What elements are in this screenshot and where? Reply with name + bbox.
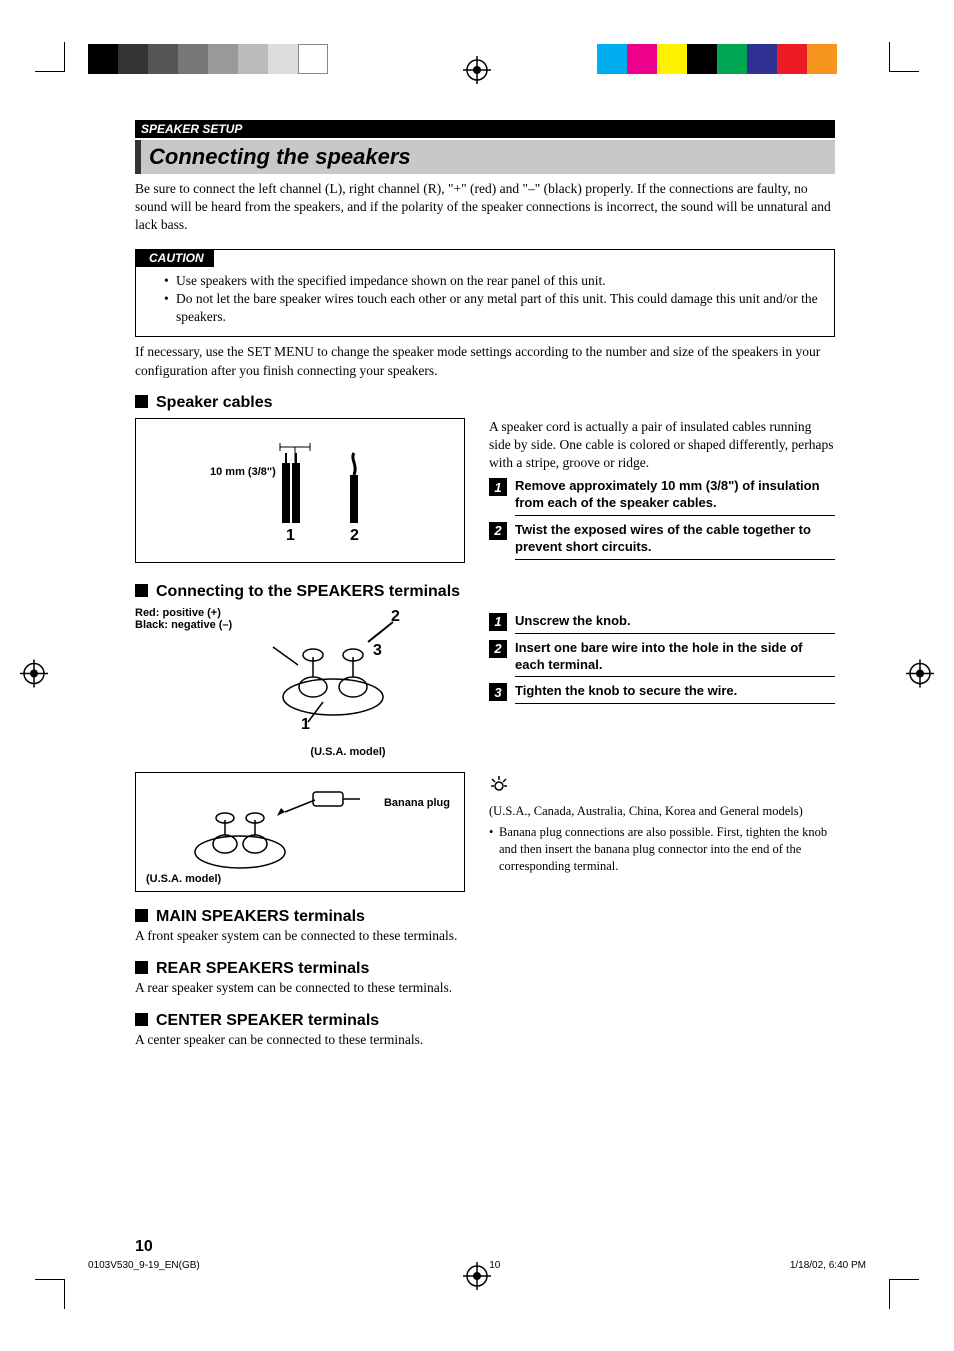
swatch xyxy=(777,44,807,74)
svg-text:2: 2 xyxy=(350,527,359,544)
swatch xyxy=(687,44,717,74)
caution-box: CAUTION Use speakers with the specified … xyxy=(135,249,835,338)
step-text: Unscrew the knob. xyxy=(515,613,835,634)
cable-step-2: 2 Twist the exposed wires of the cable t… xyxy=(489,522,835,560)
crop-mark-tl xyxy=(35,42,65,72)
swatch xyxy=(747,44,777,74)
subheading-center-speaker: CENTER SPEAKER terminals xyxy=(135,1012,835,1030)
terminal-caption: (U.S.A. model) xyxy=(253,746,443,758)
banana-caption: (U.S.A. model) xyxy=(146,873,221,885)
subheading-text: Speaker cables xyxy=(156,394,273,411)
step-number-icon: 1 xyxy=(489,478,507,496)
swatch xyxy=(298,44,328,74)
svg-text:1: 1 xyxy=(286,527,295,544)
registration-mark-left xyxy=(20,659,48,692)
color-swatches xyxy=(597,44,837,74)
caution-list: Use speakers with the specified impedanc… xyxy=(146,272,824,327)
svg-text:2: 2 xyxy=(391,608,400,625)
subheading-text: CENTER SPEAKER terminals xyxy=(156,1012,379,1029)
footer-left: 0103V530_9-19_EN(GB) xyxy=(88,1260,200,1271)
section-header: SPEAKER SETUP xyxy=(135,120,835,138)
swatch xyxy=(268,44,298,74)
step-text: Twist the exposed wires of the cable tog… xyxy=(515,522,835,560)
hint-region: (U.S.A., Canada, Australia, China, Korea… xyxy=(489,803,835,820)
cable-description: A speaker cord is actually a pair of ins… xyxy=(489,418,835,473)
swatch xyxy=(238,44,268,74)
swatch xyxy=(807,44,837,74)
registration-mark-right xyxy=(906,659,934,692)
subheading-text: REAR SPEAKERS terminals xyxy=(156,960,369,977)
speaker-cable-diagram: 10 mm (3/8") 1 xyxy=(135,418,465,563)
footer-center: 10 xyxy=(489,1260,500,1271)
caution-label: CAUTION xyxy=(135,249,214,267)
swatch xyxy=(657,44,687,74)
polarity-red: Red: positive (+) xyxy=(135,607,245,619)
swatch xyxy=(148,44,178,74)
swatch xyxy=(88,44,118,74)
svg-text:3: 3 xyxy=(373,642,382,659)
terminals-row: Red: positive (+) Black: negative (–) xyxy=(135,607,835,892)
step-text: Remove approximately 10 mm (3/8") of ins… xyxy=(515,478,835,516)
label-10mm: 10 mm (3/8") xyxy=(210,466,276,478)
title-band: Connecting the speakers xyxy=(135,140,835,174)
step-number-icon: 2 xyxy=(489,522,507,540)
terminal-diagram: 2 3 1 xyxy=(253,607,443,737)
page-title: Connecting the speakers xyxy=(149,144,827,170)
crop-mark-bl xyxy=(35,1279,65,1309)
cable-step-1: 1 Remove approximately 10 mm (3/8") of i… xyxy=(489,478,835,516)
crop-mark-br xyxy=(889,1279,919,1309)
step-number-icon: 2 xyxy=(489,640,507,658)
terminal-step-3: 3 Tighten the knob to secure the wire. xyxy=(489,683,835,704)
rear-speakers-desc: A rear speaker system can be connected t… xyxy=(135,980,835,996)
intro-paragraph: Be sure to connect the left channel (L),… xyxy=(135,180,835,235)
page-number: 10 xyxy=(135,1238,835,1256)
footer: 0103V530_9-19_EN(GB) 10 1/18/02, 6:40 PM xyxy=(88,1260,866,1271)
page: SPEAKER SETUP Connecting the speakers Be… xyxy=(0,0,954,1351)
subheading-text: Connecting to the SPEAKERS terminals xyxy=(156,583,460,600)
caution-item: Do not let the bare speaker wires touch … xyxy=(164,290,824,326)
swatch xyxy=(208,44,238,74)
footer-right: 1/18/02, 6:40 PM xyxy=(790,1260,866,1271)
content-area: SPEAKER SETUP Connecting the speakers Be… xyxy=(135,120,835,1256)
subheading-rear-speakers: REAR SPEAKERS terminals xyxy=(135,960,835,978)
terminal-step-1: 1 Unscrew the knob. xyxy=(489,613,835,634)
step-text: Insert one bare wire into the hole in th… xyxy=(515,640,835,678)
banana-plug-diagram: Banana plug (U.S.A. model) xyxy=(135,772,465,892)
subheading-speaker-cables: Speaker cables xyxy=(135,394,835,412)
terminal-step-2: 2 Insert one bare wire into the hole in … xyxy=(489,640,835,678)
hint-icon xyxy=(489,774,835,799)
registration-mark-top xyxy=(463,56,491,89)
subheading-connecting-terminals: Connecting to the SPEAKERS terminals xyxy=(135,583,835,601)
speaker-cables-row: 10 mm (3/8") 1 xyxy=(135,418,835,563)
swatch xyxy=(597,44,627,74)
svg-text:1: 1 xyxy=(301,716,310,733)
step-text: Tighten the knob to secure the wire. xyxy=(515,683,835,704)
swatch xyxy=(178,44,208,74)
subheading-text: MAIN SPEAKERS terminals xyxy=(156,908,365,925)
polarity-black: Black: negative (–) xyxy=(135,619,245,631)
center-speaker-desc: A center speaker can be connected to the… xyxy=(135,1032,835,1048)
step-number-icon: 1 xyxy=(489,613,507,631)
grayscale-swatches xyxy=(88,44,328,74)
caution-item: Use speakers with the specified impedanc… xyxy=(164,272,824,290)
post-caution-paragraph: If necessary, use the SET MENU to change… xyxy=(135,343,835,379)
swatch xyxy=(627,44,657,74)
hint-block: (U.S.A., Canada, Australia, China, Korea… xyxy=(489,774,835,874)
crop-mark-tr xyxy=(889,42,919,72)
step-number-icon: 3 xyxy=(489,683,507,701)
hint-text: Banana plug connections are also possibl… xyxy=(489,824,835,875)
swatch xyxy=(717,44,747,74)
main-speakers-desc: A front speaker system can be connected … xyxy=(135,928,835,944)
banana-plug-label: Banana plug xyxy=(384,797,450,809)
subheading-main-speakers: MAIN SPEAKERS terminals xyxy=(135,908,835,926)
swatch xyxy=(118,44,148,74)
